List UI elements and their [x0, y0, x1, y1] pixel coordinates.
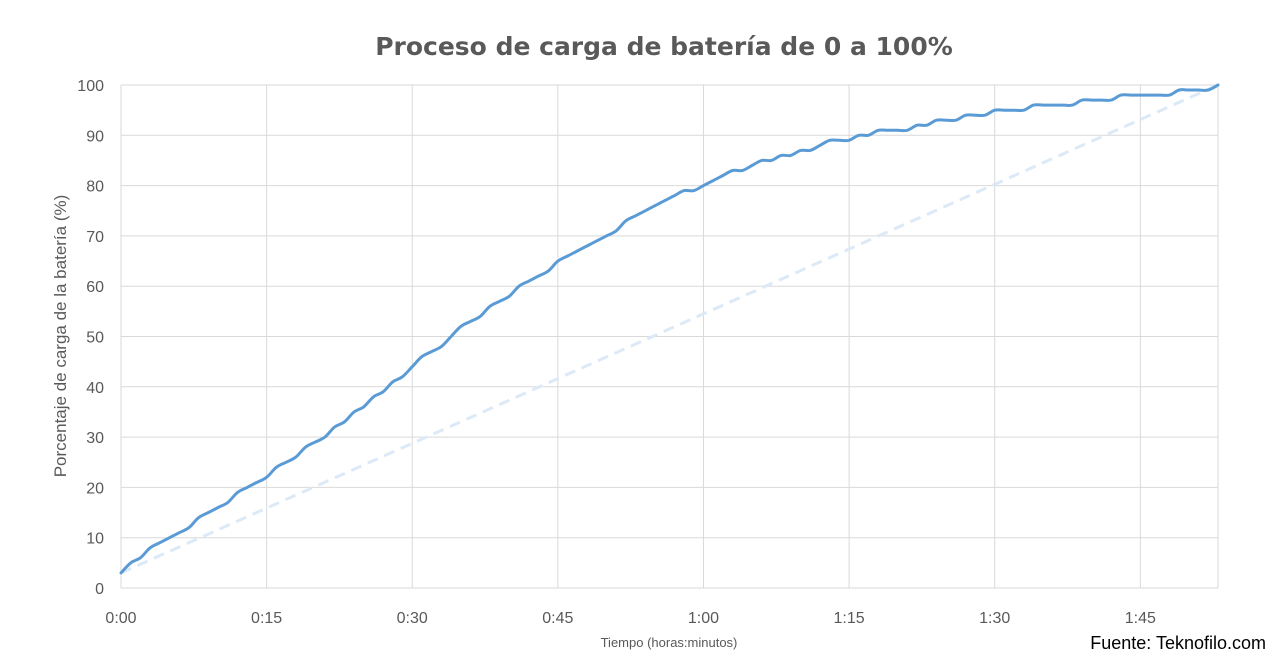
- y-tick-label: 30: [86, 430, 104, 447]
- y-tick-label: 70: [86, 229, 104, 246]
- gridlines: [120, 84, 1219, 589]
- x-axis-label: Tiempo (horas:minutos): [601, 635, 738, 650]
- x-tick-label: 1:45: [1125, 610, 1156, 627]
- x-tick-label: 0:15: [251, 610, 282, 627]
- chart-title: Proceso de carga de batería de 0 a 100%: [375, 32, 953, 61]
- charge-curve-line: [119, 83, 1220, 575]
- reference-dashed-line: [120, 83, 1219, 575]
- source-note: Fuente: Teknofilo.com: [1090, 633, 1266, 653]
- x-tick-label: 1:00: [688, 610, 719, 627]
- x-tick-label: 1:15: [834, 610, 865, 627]
- x-axis-ticks: 0:00 0:15 0:30 0:45 1:00 1:15 1:30 1:45: [105, 610, 1156, 627]
- y-tick-label: 0: [95, 581, 104, 598]
- y-axis-ticks: 0 10 20 30 40 50 60 70 80 90 100: [77, 78, 104, 598]
- x-tick-label: 0:45: [542, 610, 573, 627]
- series-lines: [119, 83, 1220, 575]
- x-tick-label: 0:30: [397, 610, 428, 627]
- y-axis-label: Porcentaje de carga de la batería (%): [51, 195, 70, 478]
- x-tick-label: 0:00: [105, 610, 136, 627]
- y-tick-label: 20: [86, 480, 104, 497]
- y-tick-label: 100: [77, 78, 104, 95]
- y-tick-label: 50: [86, 330, 104, 347]
- x-tick-label: 1:30: [979, 610, 1010, 627]
- y-tick-label: 10: [86, 531, 104, 548]
- y-tick-label: 90: [86, 128, 104, 145]
- y-tick-label: 40: [86, 380, 104, 397]
- y-tick-label: 60: [86, 279, 104, 296]
- y-tick-label: 80: [86, 179, 104, 196]
